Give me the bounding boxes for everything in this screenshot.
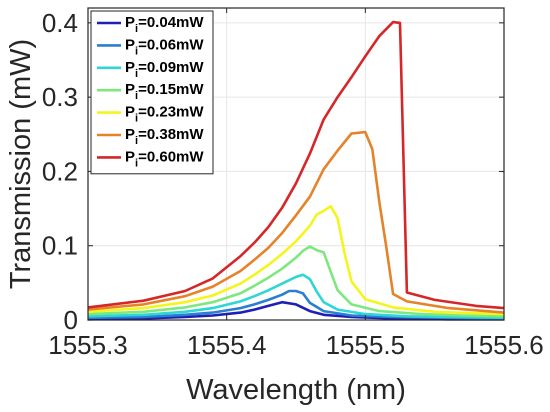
series-line-6 [87,130,505,314]
plot-frame [87,7,505,321]
legend-box [90,10,214,175]
series-line-7 [87,20,505,310]
series-line-4 [87,245,505,318]
y-tick-label: 0.1 [42,231,78,261]
y-tick-label: 0.2 [42,156,78,186]
y-axis-title: Transmission (mW) [5,39,37,289]
legend-label: Pi=0.60mW [125,148,204,169]
legend-label: Pi=0.23mW [125,104,204,125]
x-tick-label: 1555.3 [48,330,128,360]
legend-label: Pi=0.04mW [125,14,204,35]
series-line-5 [87,205,505,316]
x-axis-title: Wavelength (nm) [186,374,406,406]
legend: Pi=0.04mWPi=0.06mWPi=0.09mWPi=0.15mWPi=0… [90,10,214,175]
series-line-3 [87,273,505,320]
x-tick-label: 1555.5 [326,330,406,360]
legend-label: Pi=0.15mW [125,81,204,102]
series-line-1 [87,300,504,321]
axis-ticks [87,8,505,321]
y-tick-label: 0.4 [42,8,78,38]
x-tick-label: 1555.6 [464,330,544,360]
tick-labels: 1555.3 1555.4 1555.5 1555.6 0 0.1 0.2 0.3 0.4 [42,8,544,360]
legend-label: Pi=0.06mW [125,36,204,57]
x-tick-label: 1555.4 [187,330,267,360]
legend-label: Pi=0.38mW [125,126,204,147]
y-tick-label: 0.3 [42,82,78,112]
y-tick-label: 0 [64,305,78,335]
legend-label: Pi=0.09mW [125,59,204,80]
